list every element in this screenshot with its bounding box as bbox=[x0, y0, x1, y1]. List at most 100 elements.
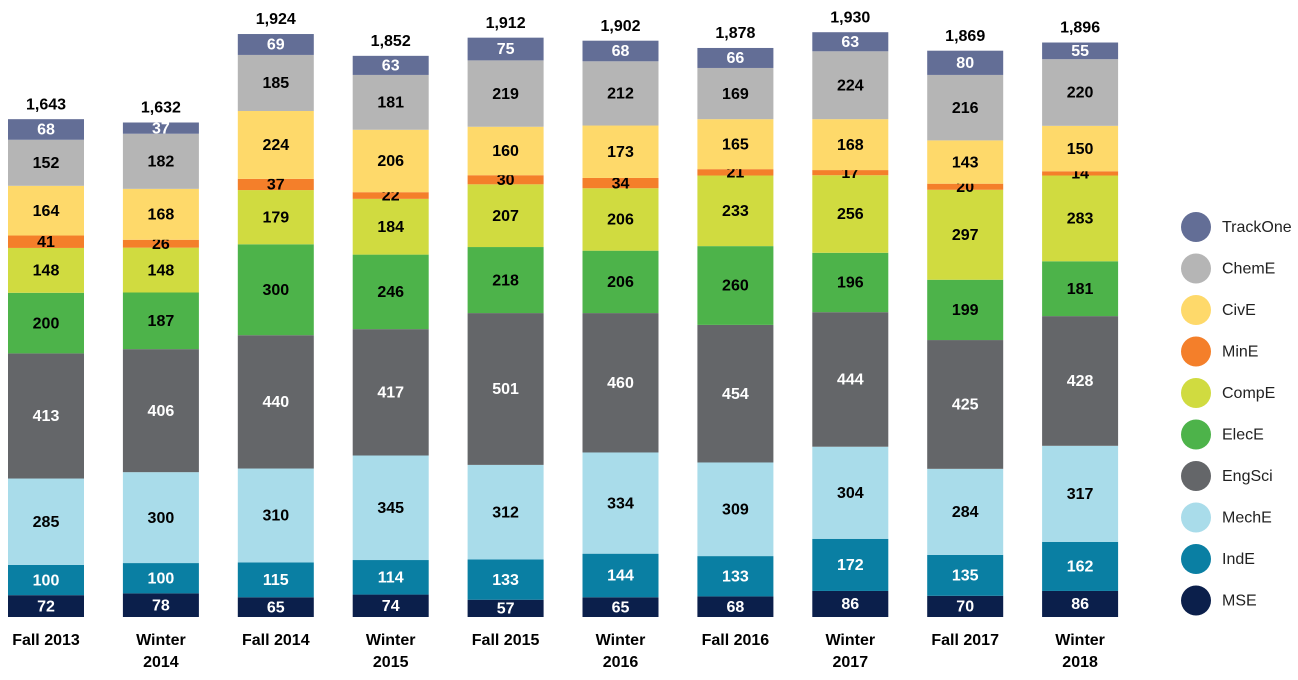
legend-swatch bbox=[1181, 544, 1211, 574]
segment-label: 165 bbox=[722, 136, 749, 153]
bar-segment bbox=[467, 247, 544, 314]
segment-label: 218 bbox=[492, 272, 519, 289]
segment-label: 444 bbox=[837, 372, 864, 389]
bar-segment bbox=[467, 60, 544, 127]
bar-segment bbox=[1042, 125, 1119, 172]
segment-label: 184 bbox=[377, 219, 404, 236]
bar-segment bbox=[1042, 541, 1119, 591]
legend-swatch bbox=[1181, 585, 1211, 616]
bar-segment bbox=[582, 313, 659, 453]
bar-segment bbox=[8, 292, 84, 354]
segment-label: 417 bbox=[377, 385, 404, 402]
bar-segment bbox=[8, 478, 84, 565]
segment-label: 260 bbox=[722, 278, 749, 295]
legend-label: MinE bbox=[1222, 344, 1258, 361]
bar-segment bbox=[467, 313, 544, 465]
bar-segment bbox=[8, 235, 84, 248]
bar-segment bbox=[582, 188, 659, 251]
segment-label: 78 bbox=[152, 597, 170, 614]
legend-swatch bbox=[1181, 378, 1211, 408]
total-label: 1,902 bbox=[600, 18, 640, 35]
x-tick-label: Winter 2017 bbox=[825, 632, 876, 671]
segment-label: 68 bbox=[37, 122, 55, 139]
bar-segment bbox=[1042, 590, 1119, 617]
segment-label: 70 bbox=[956, 599, 974, 616]
bar-segment bbox=[697, 67, 774, 120]
segment-label: 187 bbox=[148, 313, 175, 330]
total-label: 1,852 bbox=[371, 33, 411, 50]
bar-segment bbox=[697, 462, 774, 557]
bar-segment bbox=[812, 175, 889, 253]
x-tick-label: Winter 2018 bbox=[1055, 632, 1105, 671]
legend-swatch bbox=[1181, 461, 1211, 491]
bar-segment bbox=[237, 244, 314, 336]
bar-segment bbox=[8, 119, 84, 140]
segment-label: 425 bbox=[952, 397, 979, 414]
legend-swatch bbox=[1181, 212, 1211, 242]
segment-label: 300 bbox=[148, 510, 175, 527]
bar-segment bbox=[237, 335, 314, 469]
bar-segment bbox=[8, 353, 84, 479]
bar-segment bbox=[927, 50, 1004, 75]
segment-label: 454 bbox=[722, 386, 749, 403]
x-tick-label: Fall 2013 bbox=[12, 632, 80, 649]
legend-label: CivE bbox=[1222, 302, 1256, 319]
total-label: 1,643 bbox=[26, 96, 66, 113]
segment-label: 65 bbox=[612, 599, 630, 616]
segment-label: 133 bbox=[722, 568, 749, 585]
bar-segment bbox=[352, 55, 429, 75]
segment-label: 220 bbox=[1067, 85, 1094, 102]
segment-label: 160 bbox=[492, 143, 519, 160]
segment-label: 168 bbox=[148, 207, 175, 224]
segment-label: 63 bbox=[841, 34, 859, 51]
legend-label: ElecE bbox=[1222, 427, 1264, 444]
bar-segment bbox=[237, 178, 314, 191]
segment-label: 182 bbox=[148, 154, 175, 171]
bar-segment bbox=[1042, 316, 1119, 446]
bar-segment bbox=[697, 556, 774, 597]
bar-segment bbox=[927, 140, 1004, 184]
bar-segment bbox=[352, 129, 429, 193]
segment-label: 37 bbox=[152, 120, 170, 137]
bar-segment bbox=[352, 329, 429, 456]
segment-label: 317 bbox=[1067, 486, 1094, 503]
legend-label: EngSci bbox=[1222, 468, 1273, 485]
total-label: 1,930 bbox=[830, 9, 870, 26]
bar-segment bbox=[237, 34, 314, 55]
bar-segment bbox=[927, 340, 1004, 469]
bar-segment bbox=[122, 349, 199, 473]
segment-label: 172 bbox=[837, 557, 864, 574]
segment-label: 86 bbox=[841, 596, 859, 613]
segment-label: 100 bbox=[33, 572, 60, 589]
segment-label: 115 bbox=[263, 572, 289, 589]
bar-segment bbox=[582, 177, 659, 189]
bar-segment bbox=[697, 47, 774, 68]
segment-label: 181 bbox=[1067, 281, 1094, 298]
bar-segment bbox=[927, 554, 1004, 596]
bar-segment bbox=[467, 599, 544, 617]
segment-label: 41 bbox=[37, 234, 55, 251]
segment-label: 162 bbox=[1067, 559, 1094, 576]
bar-segment bbox=[582, 452, 659, 554]
bar-segment bbox=[122, 593, 199, 617]
segment-label: 114 bbox=[378, 570, 404, 587]
segment-label: 34 bbox=[612, 175, 630, 192]
segment-label: 310 bbox=[262, 508, 289, 525]
bar-segment bbox=[8, 564, 84, 596]
segment-label: 57 bbox=[497, 601, 515, 618]
bar-segment bbox=[697, 175, 774, 247]
total-label: 1,912 bbox=[486, 15, 526, 32]
bar-segment bbox=[467, 175, 544, 185]
bar-segment bbox=[927, 183, 1004, 190]
segment-label: 312 bbox=[492, 504, 519, 521]
legend-label: CompE bbox=[1222, 385, 1275, 402]
x-tick-label: Fall 2016 bbox=[701, 632, 770, 649]
bar-segment bbox=[697, 246, 774, 325]
bar-segment bbox=[467, 37, 544, 61]
bar-segment bbox=[582, 250, 659, 314]
legend-swatch bbox=[1181, 502, 1211, 533]
bar-segment bbox=[467, 184, 544, 248]
x-tick-label: Fall 2014 bbox=[241, 632, 310, 649]
bar-segment bbox=[582, 61, 659, 126]
